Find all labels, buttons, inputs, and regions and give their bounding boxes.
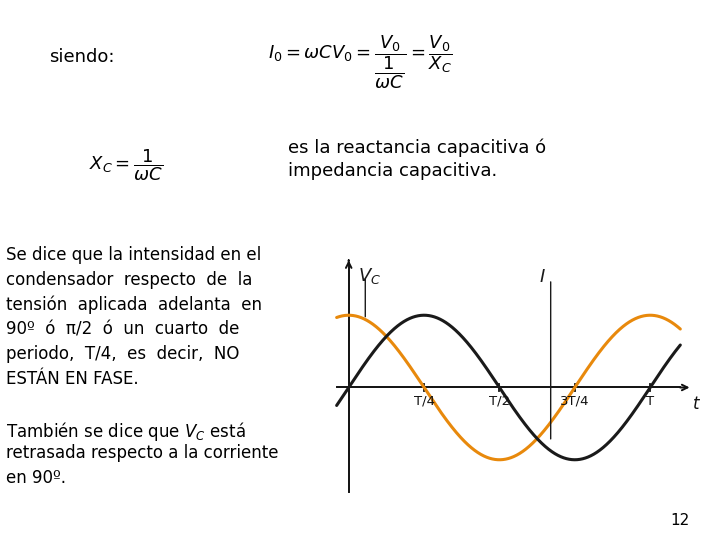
Text: Se dice que la intensidad en el: Se dice que la intensidad en el (6, 246, 261, 264)
Text: es la reactancia capacitiva ó: es la reactancia capacitiva ó (288, 138, 546, 157)
Text: $V_C$: $V_C$ (358, 266, 381, 286)
Text: $X_C = \dfrac{1}{\omega C}$: $X_C = \dfrac{1}{\omega C}$ (89, 147, 163, 183)
Text: retrasada respecto a la corriente: retrasada respecto a la corriente (6, 444, 278, 462)
Text: T/2: T/2 (489, 395, 510, 408)
Text: T/4: T/4 (413, 395, 435, 408)
Text: periodo,  T/4,  es  decir,  NO: periodo, T/4, es decir, NO (6, 345, 239, 363)
Text: impedancia capacitiva.: impedancia capacitiva. (288, 162, 498, 180)
Text: También se dice que $V_C$ está: También se dice que $V_C$ está (6, 420, 246, 443)
Text: $I_0 = \omega CV_0 = \dfrac{V_0}{\dfrac{1}{\omega C}} = \dfrac{V_0}{X_C}$: $I_0 = \omega CV_0 = \dfrac{V_0}{\dfrac{… (268, 33, 452, 91)
Text: siendo:: siendo: (49, 48, 114, 66)
Text: condensador  respecto  de  la: condensador respecto de la (6, 271, 252, 288)
Text: ESTÁN EN FASE.: ESTÁN EN FASE. (6, 370, 138, 388)
Text: 90º  ó  π/2  ó  un  cuarto  de: 90º ó π/2 ó un cuarto de (6, 320, 239, 338)
Text: 12: 12 (671, 513, 690, 528)
Text: T: T (646, 395, 654, 408)
Text: tensión  aplicada  adelanta  en: tensión aplicada adelanta en (6, 295, 262, 314)
Text: en 90º.: en 90º. (6, 469, 66, 487)
Text: 3T/4: 3T/4 (560, 395, 590, 408)
Text: $t$: $t$ (693, 395, 701, 413)
Text: $I$: $I$ (539, 268, 546, 286)
